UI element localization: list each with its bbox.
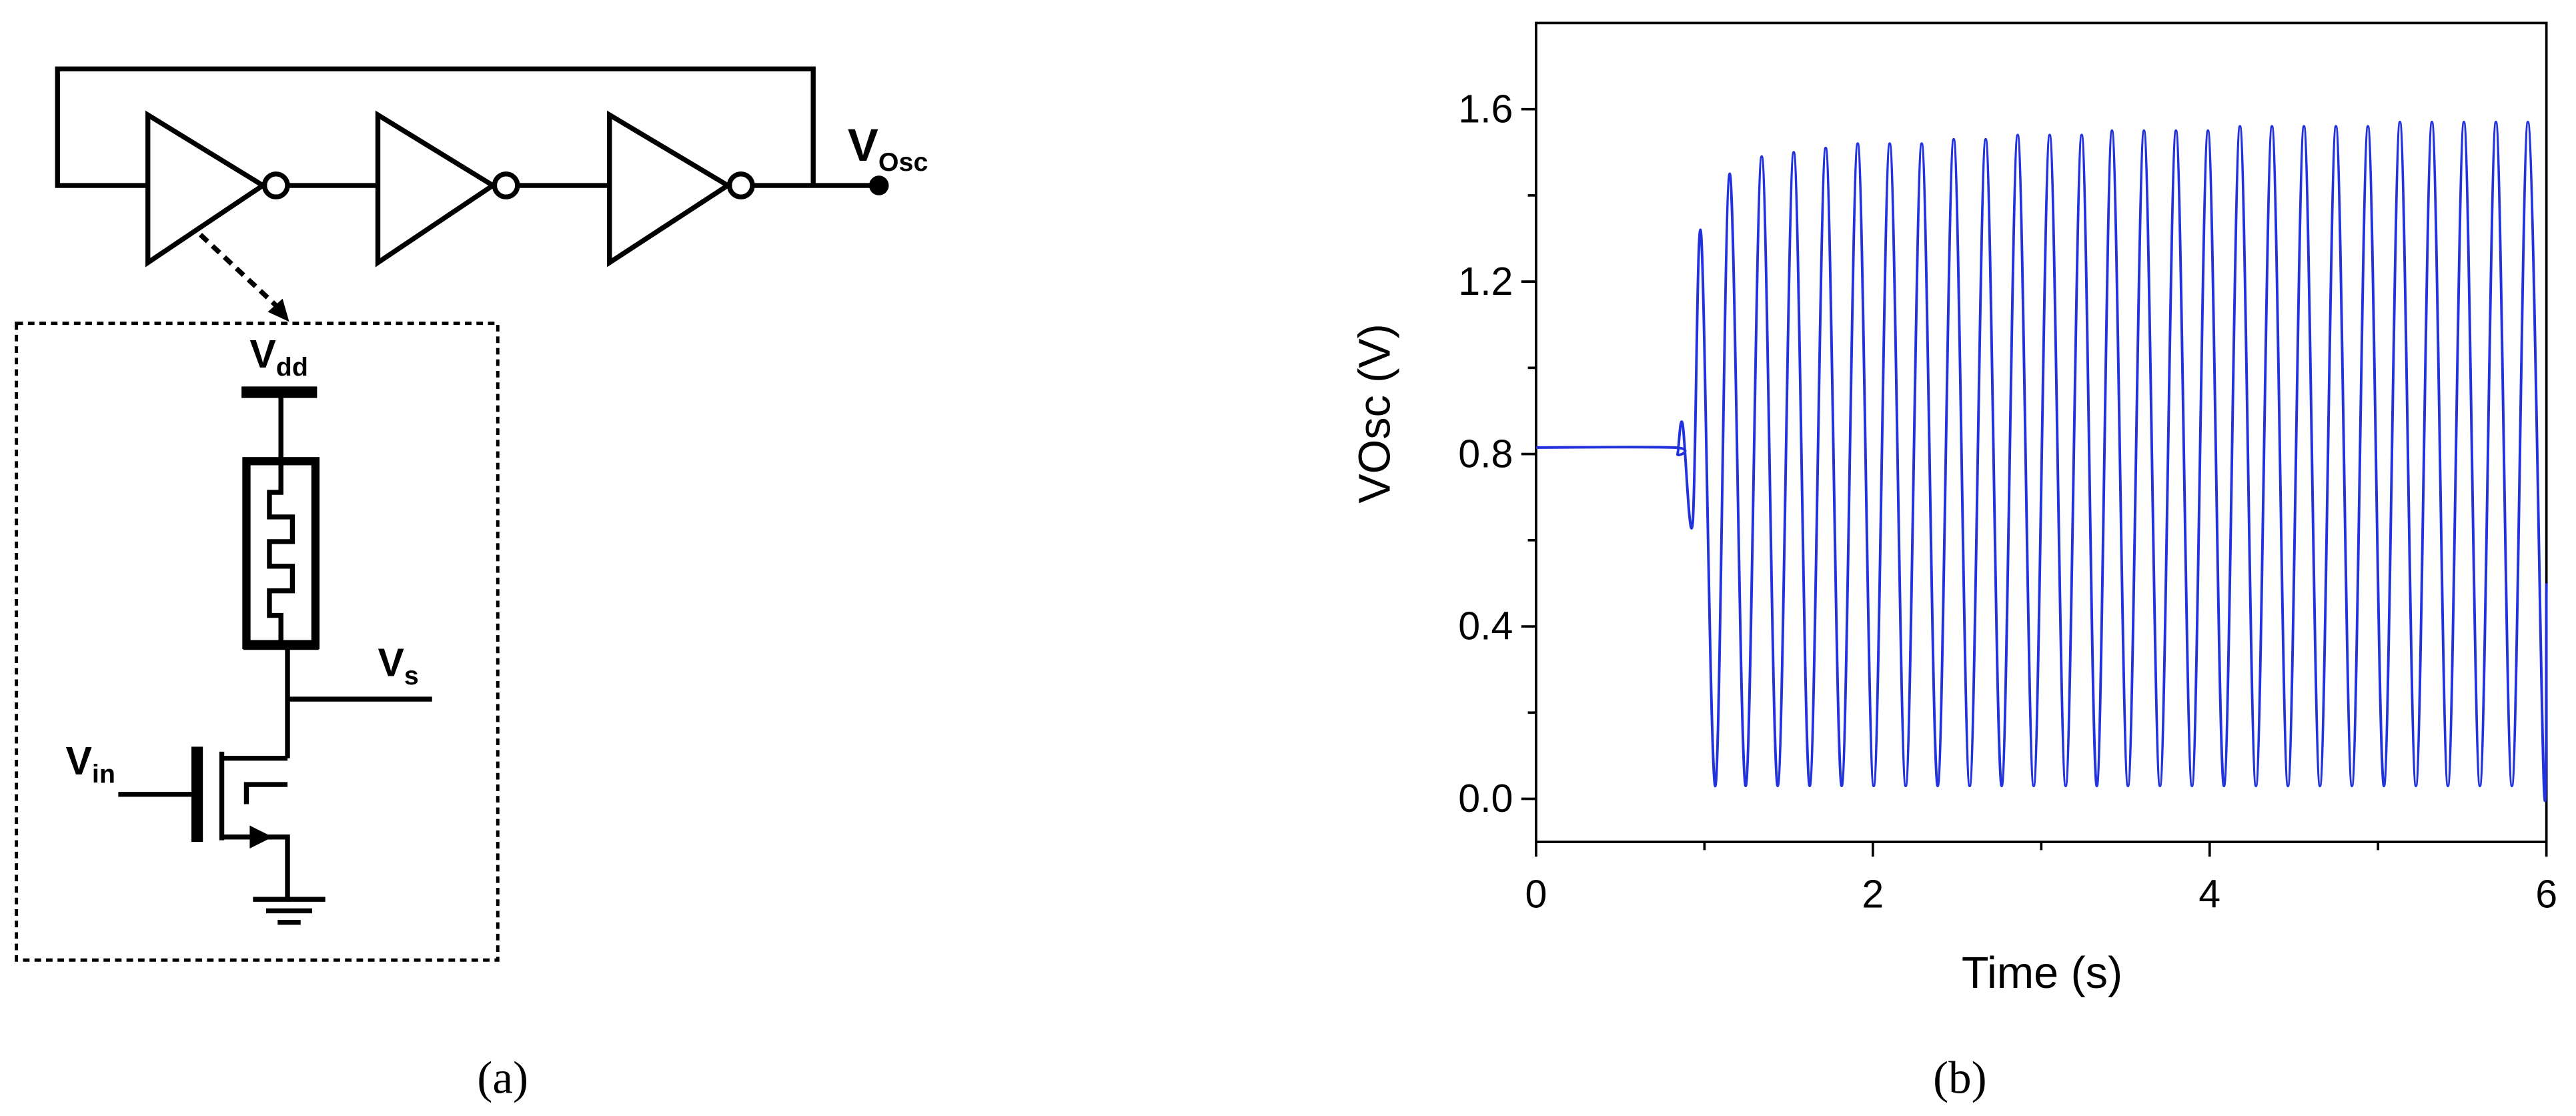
chart: Time (s) VOsc (V) 0 2 4 6 0.0 0.4 0.8 1.2 1.6 [1351, 21, 2557, 998]
vosc-label: VOsc [848, 119, 928, 177]
y-tick-label: 1.2 [1458, 259, 1513, 304]
vin-label: Vin [66, 739, 115, 788]
label-sub: Osc [878, 147, 928, 177]
label-sub: s [404, 661, 419, 690]
load-element [267, 461, 295, 645]
label-main: V [848, 119, 878, 171]
source [221, 834, 290, 900]
y-tick-label: 1.6 [1458, 87, 1513, 131]
x-tick-label: 4 [2198, 873, 2220, 917]
y-axis-title: VOsc (V) [1351, 324, 1400, 503]
label-sub: dd [276, 352, 308, 382]
inverter [607, 110, 733, 267]
label-main: V [249, 332, 275, 376]
label-sub: in [92, 760, 115, 789]
caption-a: (a) [477, 1053, 528, 1103]
inverter-detail: Vdd Vs Vin [15, 322, 500, 962]
inverter-bubble [261, 171, 290, 199]
x-tick-label: 2 [1862, 873, 1884, 917]
label-main: V [378, 641, 404, 685]
arrow-head [267, 298, 289, 322]
detail-arrow [198, 233, 281, 311]
feedback-wire [55, 66, 816, 188]
inverter-bubble [492, 171, 520, 199]
y-tick-label: 0.4 [1458, 604, 1513, 648]
vdd-label: Vdd [249, 332, 308, 382]
output-node [868, 175, 889, 195]
source-arrow [249, 825, 273, 849]
inverter [375, 110, 498, 267]
y-tick-label: 0.0 [1458, 776, 1513, 820]
ring-oscillator: VOsc [55, 66, 928, 322]
inverter-bubble [726, 171, 755, 199]
inverter [145, 110, 267, 267]
x-tick-label: 0 [1525, 873, 1547, 917]
vs-label: Vs [378, 641, 418, 690]
y-tick-label: 0.8 [1458, 432, 1513, 476]
x-axis-title: Time (s) [1962, 949, 2122, 998]
data-line [1535, 121, 2548, 802]
label-main: V [66, 739, 92, 783]
detail-box [15, 322, 500, 962]
body [243, 782, 288, 804]
x-tick-label: 6 [2535, 873, 2557, 917]
caption-b: (b) [1933, 1053, 1986, 1103]
